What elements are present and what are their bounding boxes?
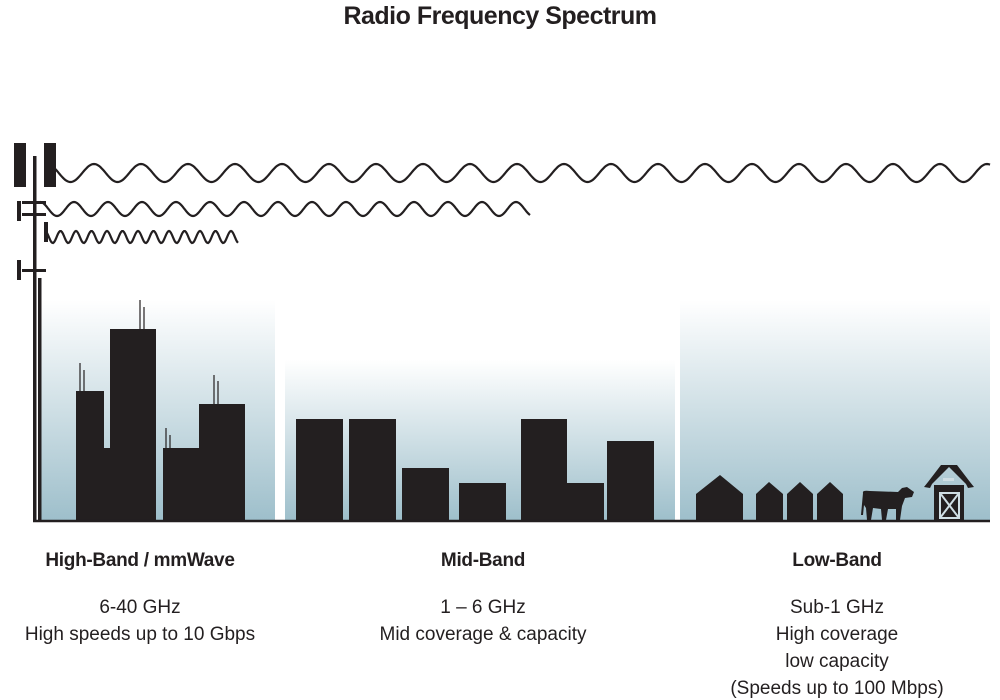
band-description: High speeds up to 10 Gbps	[24, 624, 256, 645]
radio-waves	[39, 162, 991, 245]
barn-icon	[924, 465, 974, 521]
band-description: Mid coverage & capacity	[379, 624, 587, 645]
city-skyline-icon	[76, 300, 245, 521]
band-name: Low-Band	[792, 550, 882, 571]
band-frequency: Sub-1 GHz	[790, 597, 884, 618]
band-description: High coverage	[775, 624, 899, 645]
mid-band-wave	[39, 200, 531, 218]
band-description: low capacity	[785, 651, 889, 672]
band-frequency: 6-40 GHz	[99, 597, 181, 618]
high-band-wave	[44, 229, 239, 245]
band-name: Mid-Band	[440, 550, 526, 571]
band-frequency: 1 – 6 GHz	[440, 597, 526, 618]
diagram-title: Radio Frequency Spectrum	[343, 2, 657, 30]
low-band-label: Low-Band Sub-1 GHz High coverage low cap…	[677, 550, 997, 700]
band-description: (Speeds up to 100 Mbps)	[730, 678, 944, 699]
band-name: High-Band / mmWave	[45, 550, 235, 571]
cell-tower-icon	[14, 143, 56, 521]
cow-icon	[861, 487, 914, 520]
mid-band-label: Mid-Band 1 – 6 GHz Mid coverage & capaci…	[323, 550, 643, 648]
high-band-label: High-Band / mmWave 6-40 GHz High speeds …	[0, 550, 300, 648]
suburb-buildings-icon	[296, 419, 654, 521]
houses-icon	[696, 475, 843, 521]
low-band-panel	[680, 300, 990, 520]
low-band-wave	[46, 162, 991, 184]
